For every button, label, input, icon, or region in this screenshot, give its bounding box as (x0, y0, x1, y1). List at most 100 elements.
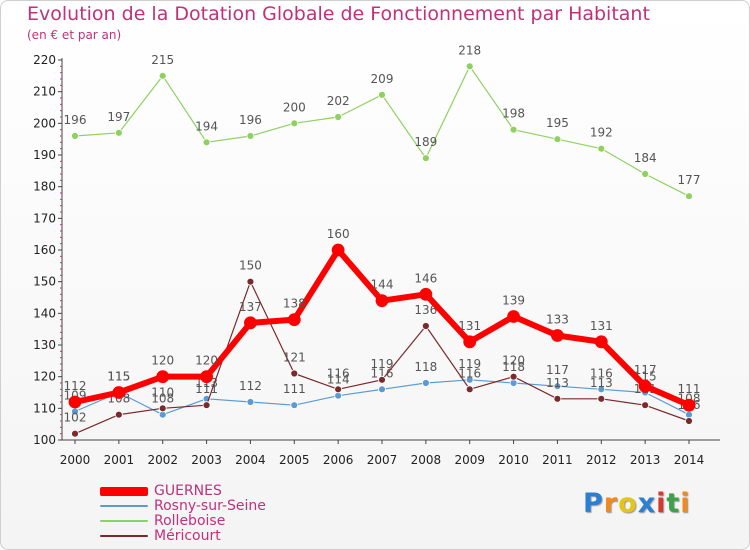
data-point-guernes (68, 395, 82, 409)
data-label-rolleboise: 218 (458, 43, 481, 57)
data-label-rosny-sur-seine: 116 (590, 366, 613, 380)
legend-item-m-ricourt: Méricourt (100, 529, 266, 544)
line-chart: 1001101201301401501601701801902002102202… (33, 43, 720, 467)
data-label-m-ricourt: 102 (64, 411, 87, 425)
data-point-rolleboise (158, 71, 167, 80)
data-label-guernes: 120 (151, 354, 174, 368)
data-label-guernes: 133 (546, 313, 569, 327)
data-point-m-ricourt (509, 372, 518, 381)
data-point-guernes (112, 386, 126, 399)
data-label-m-ricourt: 110 (151, 385, 174, 399)
data-label-rolleboise: 200 (283, 100, 306, 114)
data-label-rosny-sur-seine: 117 (546, 363, 569, 377)
data-point-guernes (594, 335, 608, 349)
data-label-rolleboise: 196 (239, 113, 262, 127)
data-point-rosny-sur-seine (597, 385, 606, 394)
data-label-m-ricourt: 120 (502, 354, 525, 368)
data-label-guernes: 115 (107, 370, 130, 384)
data-label-rosny-sur-seine: 119 (458, 357, 481, 371)
y-tick-label: 210 (33, 85, 56, 99)
data-point-rolleboise (114, 128, 123, 137)
data-label-rolleboise: 184 (634, 151, 657, 165)
proxiti-logo: Proxiti (583, 488, 691, 519)
x-tick-label: 2004 (235, 453, 266, 467)
data-label-guernes: 146 (414, 271, 437, 285)
data-label-rosny-sur-seine: 116 (371, 366, 394, 380)
data-label-m-ricourt: 113 (546, 376, 569, 390)
data-point-m-ricourt (202, 401, 211, 410)
data-point-guernes (551, 329, 564, 342)
data-label-m-ricourt: 113 (590, 376, 613, 390)
data-point-rolleboise (246, 132, 255, 140)
y-tick-label: 180 (33, 180, 56, 194)
data-label-rolleboise: 196 (64, 113, 87, 127)
data-point-guernes (507, 310, 520, 323)
data-label-m-ricourt: 116 (458, 366, 481, 380)
legend-item-guernes: GUERNES (100, 484, 266, 499)
data-point-m-ricourt (421, 322, 430, 330)
logo-letter: P (583, 488, 604, 519)
data-point-m-ricourt (641, 401, 650, 410)
data-point-rosny-sur-seine (246, 398, 255, 406)
data-point-m-ricourt (685, 417, 693, 425)
data-label-rolleboise: 215 (151, 53, 174, 67)
logo-letter: x (637, 488, 657, 519)
logo-letter: i (656, 488, 667, 519)
y-tick-label: 110 (33, 401, 56, 415)
legend-item-rosny-sur-seine: Rosny-sur-Seine (100, 499, 266, 514)
x-tick-label: 2011 (542, 453, 573, 467)
data-point-m-ricourt (158, 404, 167, 413)
data-label-guernes: 120 (195, 354, 218, 368)
y-tick-label: 120 (33, 370, 56, 384)
data-label-rolleboise: 192 (590, 126, 613, 140)
data-point-m-ricourt (378, 375, 386, 384)
data-point-rolleboise (553, 135, 562, 144)
data-point-rosny-sur-seine (553, 382, 562, 391)
data-point-rolleboise (71, 132, 79, 140)
y-tick-label: 150 (33, 275, 56, 289)
chart-subtitle: (en € et par an) (27, 28, 122, 42)
x-tick-label: 2012 (586, 453, 617, 467)
data-point-rolleboise (421, 154, 430, 163)
data-point-guernes (375, 294, 389, 308)
data-point-guernes (331, 243, 345, 257)
y-tick-label: 100 (33, 433, 56, 447)
x-tick-label: 2007 (367, 453, 398, 467)
data-label-m-ricourt: 121 (283, 351, 306, 365)
data-label-m-ricourt: 119 (371, 357, 394, 371)
data-point-rolleboise (378, 90, 386, 99)
data-point-guernes (156, 370, 170, 384)
data-label-rolleboise: 197 (107, 110, 130, 124)
data-point-m-ricourt (597, 394, 606, 403)
data-point-rolleboise (334, 113, 343, 121)
data-label-rosny-sur-seine: 118 (414, 360, 437, 374)
data-label-rolleboise: 202 (327, 94, 350, 108)
data-point-m-ricourt (246, 277, 255, 286)
y-tick-label: 160 (33, 243, 56, 257)
chart-title: Evolution de la Dotation Globale de Fonc… (27, 3, 650, 25)
y-tick-label: 130 (33, 338, 56, 352)
data-label-guernes: 117 (634, 363, 657, 377)
legend-label-guernes: GUERNES (154, 483, 222, 499)
legend-swatch-guernes (100, 486, 148, 496)
logo-letter: t (666, 488, 681, 519)
data-point-guernes (463, 335, 477, 349)
data-point-rosny-sur-seine (290, 401, 299, 410)
logo-letter: o (618, 488, 638, 519)
legend-swatch-rosny-sur-seine (100, 505, 148, 507)
x-tick-label: 2000 (60, 453, 91, 467)
data-label-rolleboise: 177 (678, 173, 701, 187)
data-label-rolleboise: 189 (414, 135, 437, 149)
data-point-rolleboise (597, 144, 606, 153)
x-tick-label: 2008 (411, 453, 442, 467)
data-point-rolleboise (509, 125, 518, 134)
data-label-rolleboise: 198 (502, 107, 525, 121)
data-label-guernes: 137 (239, 300, 262, 314)
data-label-rolleboise: 195 (546, 116, 569, 130)
data-point-rosny-sur-seine (465, 375, 474, 384)
data-point-m-ricourt (334, 385, 343, 394)
data-label-guernes: 112 (64, 379, 87, 393)
x-tick-label: 2013 (630, 453, 661, 467)
data-point-guernes (287, 313, 301, 327)
y-tick-label: 200 (33, 116, 56, 130)
